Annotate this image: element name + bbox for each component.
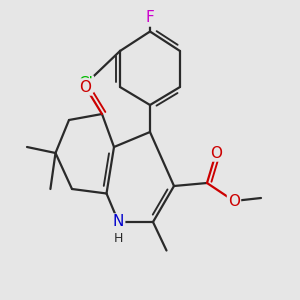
Text: O: O xyxy=(80,80,92,94)
Text: O: O xyxy=(210,146,222,160)
Text: H: H xyxy=(114,232,123,245)
Text: N: N xyxy=(113,214,124,230)
Text: Cl: Cl xyxy=(78,76,93,92)
Text: O: O xyxy=(228,194,240,208)
Text: F: F xyxy=(146,11,154,26)
